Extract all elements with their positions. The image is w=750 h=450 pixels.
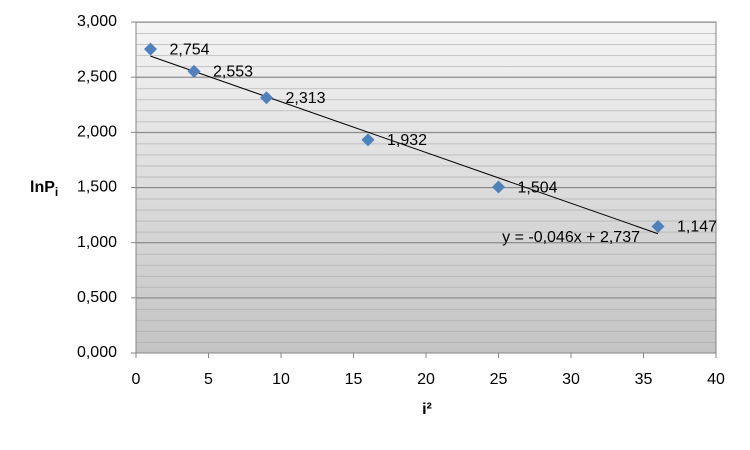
x-tick-label: 30 xyxy=(562,371,580,388)
data-label: 1,932 xyxy=(387,132,427,149)
y-tick-label: 0,000 xyxy=(77,344,117,361)
y-axis-title-sub: i xyxy=(55,185,58,199)
data-point xyxy=(651,219,665,233)
x-tick-label: 5 xyxy=(204,371,213,388)
x-tick-label: 15 xyxy=(345,371,363,388)
data-label: 1,147 xyxy=(677,219,717,236)
data-label: 2,553 xyxy=(213,64,253,81)
trendline-label: y = -0,046x + 2,737 xyxy=(502,229,640,246)
x-axis-title: i² xyxy=(422,401,432,418)
x-tick-label: 25 xyxy=(490,371,508,388)
x-tick-label: 10 xyxy=(272,371,290,388)
data-point xyxy=(492,180,505,194)
x-tick-label: 40 xyxy=(707,371,725,388)
trendline xyxy=(150,55,659,235)
y-tick-label: 2,500 xyxy=(77,68,117,85)
plot-border xyxy=(135,21,717,354)
data-point xyxy=(361,133,375,147)
x-tick-label: 0 xyxy=(132,371,141,388)
y-tick-label: 0,500 xyxy=(77,289,117,306)
y-tick-label: 1,000 xyxy=(77,234,117,251)
y-tick-label: 3,000 xyxy=(77,13,117,30)
x-tick-label: 20 xyxy=(417,371,435,388)
data-label: 1,504 xyxy=(518,179,558,196)
y-tick-label: 2,000 xyxy=(77,124,117,141)
data-point xyxy=(144,42,157,56)
x-tick-label: 35 xyxy=(635,371,653,388)
y-axis-title: lnPi xyxy=(30,179,58,199)
y-tick-label: 1,500 xyxy=(77,179,117,196)
data-label: 2,754 xyxy=(170,41,210,58)
data-point xyxy=(260,91,273,105)
y-axis-title-main: lnP xyxy=(30,179,55,196)
data-point xyxy=(187,64,201,78)
data-label: 2,313 xyxy=(286,90,326,107)
